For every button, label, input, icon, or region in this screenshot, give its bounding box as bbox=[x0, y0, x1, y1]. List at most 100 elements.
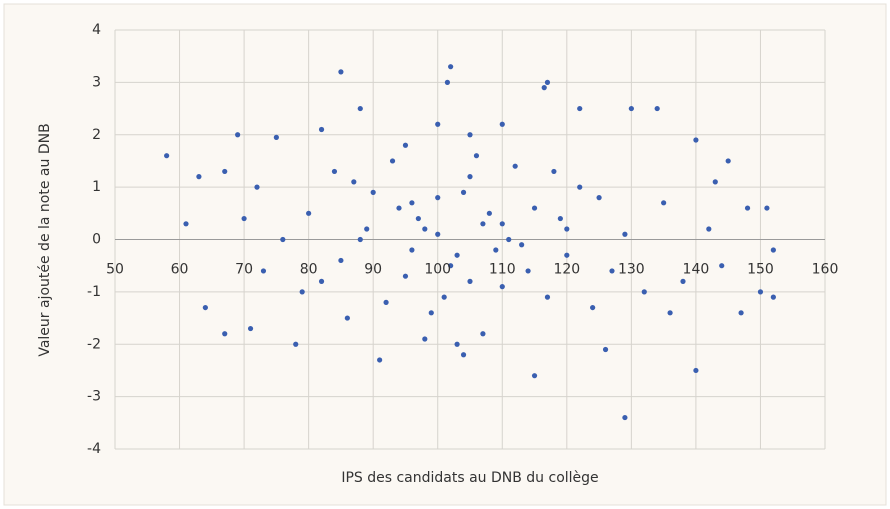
point bbox=[273, 134, 279, 140]
point bbox=[422, 336, 428, 342]
x-tick-label: 90 bbox=[364, 262, 382, 278]
point bbox=[531, 205, 538, 211]
point bbox=[364, 226, 370, 232]
point bbox=[467, 132, 473, 138]
point bbox=[577, 184, 583, 190]
point bbox=[351, 179, 357, 185]
point bbox=[247, 325, 254, 332]
y-tick-label: 0 bbox=[92, 232, 101, 248]
point bbox=[402, 273, 409, 279]
point bbox=[590, 304, 596, 311]
point bbox=[541, 85, 547, 91]
point bbox=[661, 200, 667, 206]
point bbox=[409, 200, 415, 206]
point bbox=[577, 105, 583, 112]
point bbox=[441, 294, 447, 300]
chart-background bbox=[3, 3, 887, 506]
point bbox=[222, 168, 228, 175]
x-tick-label: 110 bbox=[489, 262, 516, 278]
y-tick-label: -1 bbox=[87, 284, 101, 300]
point bbox=[473, 153, 480, 159]
point bbox=[338, 257, 344, 264]
point bbox=[306, 210, 312, 216]
point bbox=[551, 168, 557, 175]
y-tick-label: 4 bbox=[92, 22, 101, 38]
point bbox=[331, 168, 338, 175]
x-axis-label: IPS des candidats au DNB du collège bbox=[341, 470, 598, 486]
point bbox=[480, 221, 486, 227]
point bbox=[415, 215, 421, 222]
point bbox=[344, 315, 350, 321]
point bbox=[706, 226, 712, 232]
x-tick-label: 150 bbox=[747, 262, 774, 278]
point bbox=[196, 174, 202, 180]
point bbox=[531, 373, 538, 379]
point bbox=[318, 126, 325, 133]
point bbox=[628, 105, 634, 112]
point bbox=[448, 64, 454, 70]
point bbox=[448, 263, 454, 269]
x-tick-label: 100 bbox=[424, 262, 451, 278]
point bbox=[667, 310, 673, 316]
point bbox=[622, 231, 628, 237]
point bbox=[564, 226, 570, 232]
point bbox=[460, 352, 467, 358]
point bbox=[499, 121, 505, 127]
point bbox=[738, 310, 744, 316]
point bbox=[512, 163, 518, 169]
point bbox=[164, 153, 170, 159]
point bbox=[422, 226, 428, 232]
point bbox=[609, 268, 615, 274]
x-tick-label: 80 bbox=[300, 262, 318, 278]
point bbox=[486, 210, 492, 216]
point bbox=[680, 278, 686, 284]
y-axis-label: Valeur ajoutée de la note au DNB bbox=[37, 123, 53, 356]
point bbox=[318, 278, 325, 284]
point bbox=[370, 189, 376, 195]
point bbox=[377, 357, 383, 363]
point bbox=[183, 221, 189, 227]
point bbox=[435, 231, 441, 237]
y-tick-label: 3 bbox=[92, 74, 101, 90]
point bbox=[525, 268, 531, 274]
x-tick-label: 130 bbox=[618, 262, 645, 278]
point bbox=[602, 346, 609, 353]
point bbox=[338, 69, 344, 75]
point bbox=[202, 304, 208, 311]
point bbox=[712, 179, 718, 185]
y-tick-label: -2 bbox=[87, 336, 101, 352]
y-tick-label: 1 bbox=[92, 179, 101, 195]
point bbox=[506, 236, 512, 243]
point bbox=[557, 215, 563, 222]
point bbox=[383, 299, 389, 305]
point bbox=[444, 79, 451, 85]
x-tick-label: 50 bbox=[106, 262, 124, 278]
point bbox=[744, 205, 751, 211]
point bbox=[544, 294, 551, 300]
point bbox=[260, 268, 267, 274]
y-tick-label: -4 bbox=[87, 441, 101, 457]
point bbox=[389, 158, 396, 164]
point bbox=[596, 195, 602, 201]
point bbox=[396, 205, 402, 211]
point bbox=[622, 414, 628, 421]
point bbox=[499, 221, 505, 227]
point bbox=[770, 294, 776, 300]
x-tick-label: 120 bbox=[553, 262, 580, 278]
point bbox=[499, 284, 505, 290]
point bbox=[480, 331, 486, 337]
point bbox=[641, 289, 647, 295]
point bbox=[254, 184, 260, 190]
x-tick-label: 160 bbox=[812, 262, 839, 278]
point bbox=[764, 205, 770, 211]
point bbox=[235, 132, 241, 138]
point bbox=[654, 105, 660, 112]
point bbox=[402, 142, 409, 148]
point bbox=[454, 252, 460, 258]
point bbox=[467, 278, 473, 284]
point bbox=[460, 189, 467, 195]
y-tick-label: 2 bbox=[92, 127, 101, 143]
point bbox=[357, 105, 363, 112]
point bbox=[293, 341, 299, 347]
point bbox=[454, 341, 460, 347]
